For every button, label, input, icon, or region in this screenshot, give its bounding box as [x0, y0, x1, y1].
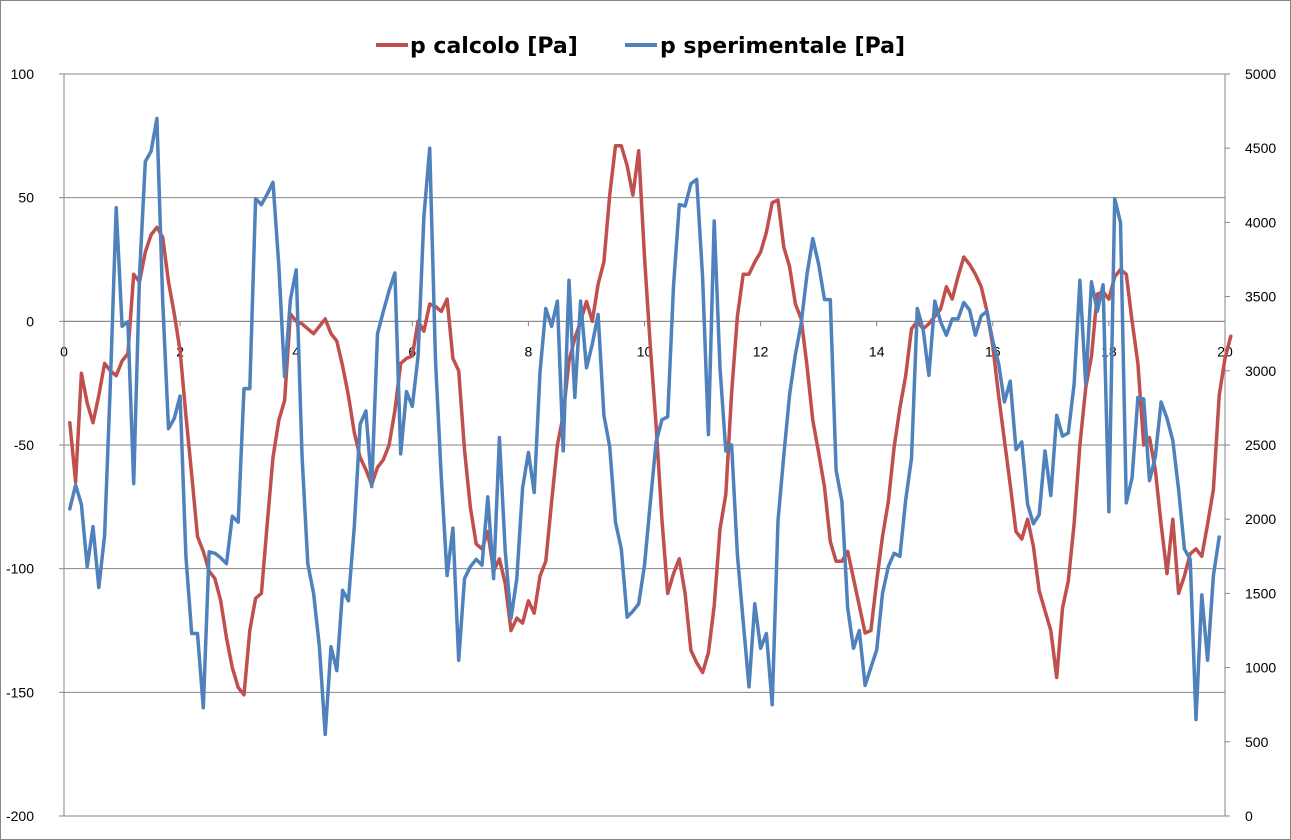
y-axis-right: 0 500 1000 1500 2000 2500 3000 3500 4000 4500 5000	[1224, 66, 1276, 824]
x-tick-label: 10	[637, 343, 653, 359]
y-right-tick-label: 5000	[1245, 66, 1276, 82]
y-right-tick-label: 2500	[1245, 437, 1276, 453]
y-right-tick-label: 1000	[1245, 660, 1276, 676]
y-right-tick-label: 3500	[1245, 289, 1276, 305]
y-axis-left: -200 -150 -100 -50 0 50 100	[6, 66, 65, 824]
x-axis: 02468101214161820	[60, 320, 1233, 359]
y-right-tick-label: 1500	[1245, 585, 1276, 601]
y-right-tick-label: 2000	[1245, 511, 1276, 527]
y-right-tick-label: 4500	[1245, 140, 1276, 156]
y-right-tick-label: 3000	[1245, 363, 1276, 379]
y-left-tick-label: -200	[6, 808, 34, 824]
x-tick-label: 4	[292, 343, 300, 359]
legend-label-p-sperimentale: p sperimentale [Pa]	[660, 34, 905, 59]
legend: p calcolo [Pa] p sperimentale [Pa]	[376, 34, 905, 59]
y-left-tick-label: 50	[18, 190, 34, 206]
x-tick-label: 14	[869, 343, 885, 359]
y-left-tick-label: -50	[14, 437, 34, 453]
series-lines	[68, 116, 1233, 737]
y-left-tick-label: -100	[6, 561, 34, 577]
series-line-p-sperimentale	[68, 116, 1221, 737]
x-tick-label: 8	[525, 343, 533, 359]
y-right-tick-label: 4000	[1245, 214, 1276, 230]
x-tick-label: 12	[753, 343, 769, 359]
y-right-tick-label: 0	[1245, 808, 1253, 824]
legend-label-p-calcolo: p calcolo [Pa]	[410, 34, 578, 59]
y-right-tick-label: 500	[1245, 734, 1269, 750]
y-left-tick-label: 0	[26, 313, 34, 329]
y-left-tick-label: 100	[11, 66, 35, 82]
gridlines	[64, 73, 1225, 817]
series-line-p-calcolo	[68, 143, 1233, 697]
y-left-tick-label: -150	[6, 684, 34, 700]
